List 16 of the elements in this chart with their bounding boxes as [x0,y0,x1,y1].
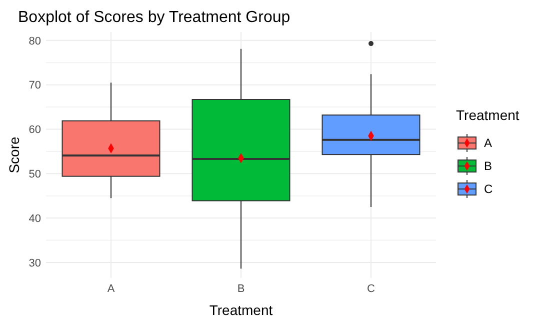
y-axis-title: Score [6,136,22,174]
y-tick-label: 60 [28,124,41,136]
x-tick-label: B [237,283,245,295]
y-tick-label: 70 [28,80,41,92]
y-tick-label: 80 [28,35,41,48]
x-tick-label: A [107,283,116,295]
legend-label: B [484,159,492,174]
legend-label: A [484,136,492,150]
y-tick-label: 40 [28,212,41,225]
x-tick-label: C [367,283,376,295]
chart-title: Boxplot of Scores by Treatment Group [18,9,290,26]
y-tick-label: 30 [28,257,41,270]
x-axis-title: Treatment [209,302,273,318]
y-tick-label: 50 [28,168,41,180]
legend-label: C [484,182,493,196]
legend-title: Treatment [456,107,520,123]
